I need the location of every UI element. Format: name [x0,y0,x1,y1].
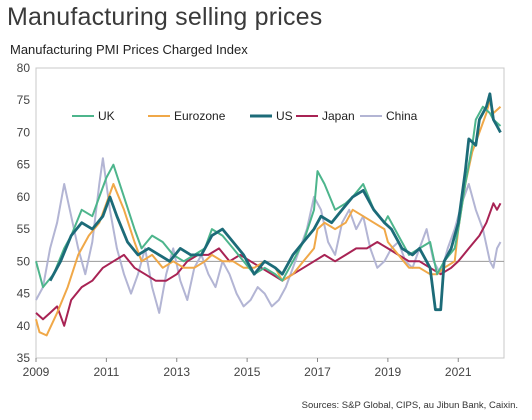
legend-label-japan: Japan [322,109,355,123]
y-tick-label: 60 [17,190,31,204]
y-tick-label: 80 [17,61,31,75]
x-tick-label: 2021 [445,365,472,379]
y-tick-label: 75 [17,93,31,107]
legend-label-us: US [276,109,293,123]
legend-label-uk: UK [98,109,115,123]
y-axis-ticks: 35 40 45 50 55 60 65 70 75 80 [17,61,31,365]
x-tick-label: 2011 [93,365,119,379]
legend-label-china: China [386,109,418,123]
source-note: Sources: S&P Global, CIPS, au Jibun Bank… [301,400,518,411]
y-tick-label: 65 [17,158,31,172]
plot-frame [35,67,505,359]
chart-subtitle: Manufacturing PMI Prices Charged Index [10,42,248,57]
series-line-japan [35,202,502,327]
legend-label-eurozone: Eurozone [174,109,226,123]
y-tick-label: 35 [17,351,31,365]
series-line-uk [35,105,502,289]
chart-title: Manufacturing selling prices [7,3,323,31]
x-tick-label: 2019 [375,365,402,379]
chart-legend: UK Eurozone US Japan China [72,109,418,123]
y-tick-label: 50 [17,254,31,268]
x-tick-label: 2017 [304,365,331,379]
x-tick-label: 2009 [23,365,50,379]
y-tick-label: 45 [17,287,31,301]
x-axis-ticks: 2009 2011 2013 2015 2017 2019 2021 [23,358,472,379]
y-tick-label: 55 [17,222,31,236]
x-tick-label: 2015 [234,365,261,379]
y-tick-label: 40 [17,319,31,333]
series-lines [35,92,502,337]
y-tick-label: 70 [17,125,31,139]
series-line-eurozone [35,99,502,337]
x-tick-label: 2013 [163,365,190,379]
series-line-us [48,92,502,312]
